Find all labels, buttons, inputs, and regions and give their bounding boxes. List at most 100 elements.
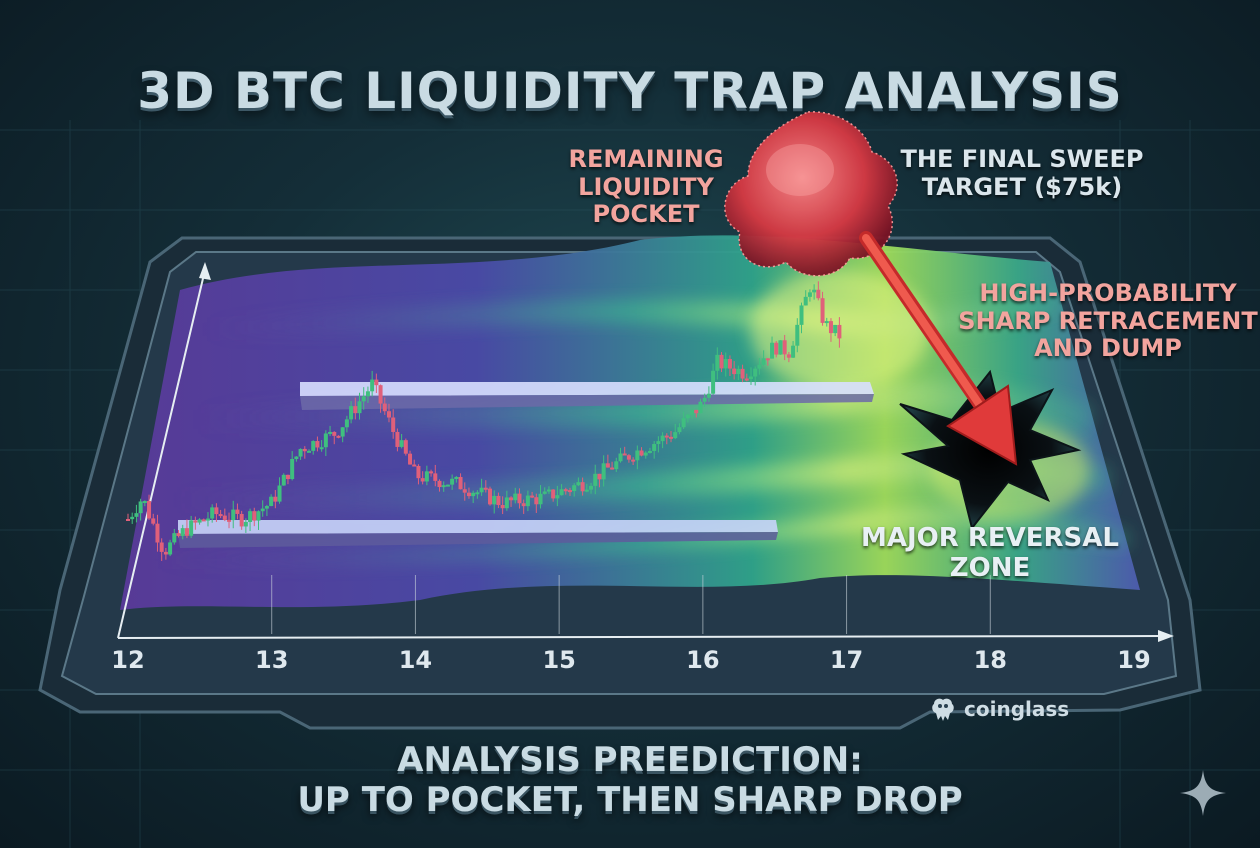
candle-up	[323, 433, 328, 448]
candle-up	[340, 427, 345, 437]
annotation-pocket: REMAINING LIQUIDITY POCKET	[568, 145, 724, 229]
candle-up	[770, 342, 775, 359]
candle-down	[420, 478, 425, 482]
candle-down	[437, 480, 442, 488]
candle-up	[824, 321, 829, 324]
x-axis	[117, 635, 1163, 639]
candle-down	[378, 385, 383, 404]
candle-down	[622, 453, 627, 456]
candle-down	[315, 441, 320, 448]
candle-down	[458, 477, 463, 490]
x-tick-label: 12	[111, 646, 144, 674]
candle-up	[210, 507, 215, 519]
candle-up	[706, 393, 711, 398]
candle-down	[740, 368, 745, 379]
candle-up	[294, 456, 299, 460]
annotation-target: THE FINAL SWEEP TARGET ($75k)	[900, 145, 1144, 201]
candle-down	[517, 493, 522, 504]
candle-down	[605, 463, 610, 468]
candle-down	[176, 533, 181, 537]
candle-down	[786, 354, 791, 358]
candle-up	[677, 427, 682, 433]
candle-down	[496, 495, 501, 506]
candle-up	[614, 461, 619, 470]
candle-up	[142, 501, 147, 504]
candle-down	[488, 488, 493, 505]
candle-down	[530, 495, 535, 498]
candle-up	[260, 508, 265, 512]
candle-down	[395, 431, 400, 447]
candle-up	[349, 406, 354, 420]
candle-up	[555, 495, 560, 499]
candle-down	[184, 528, 189, 536]
candle-down	[214, 507, 219, 515]
candle-down	[126, 519, 130, 521]
candle-up	[702, 397, 707, 402]
candle-down	[610, 467, 615, 470]
x-tick-label: 19	[1117, 646, 1150, 674]
candle-down	[201, 519, 206, 522]
candle-down	[155, 523, 160, 543]
candle-down	[820, 298, 825, 323]
candle-down	[534, 497, 539, 505]
candle-up	[795, 324, 800, 346]
y-axis-arrow-icon	[199, 262, 211, 280]
candle-down	[816, 289, 821, 299]
x-tick-label: 15	[542, 646, 575, 674]
sparkle-icon	[1180, 770, 1226, 816]
candle-down	[744, 378, 749, 381]
candle-up	[138, 501, 143, 514]
analysis-prediction: ANALYSIS PREEDICTION: UP TO POCKET, THEN…	[0, 740, 1260, 820]
candle-up	[361, 396, 366, 402]
candle-down	[374, 379, 379, 386]
candle-up	[698, 401, 703, 414]
candle-up	[525, 495, 530, 507]
candle-down	[433, 473, 438, 481]
candle-down	[147, 501, 152, 519]
candle-up	[365, 391, 370, 397]
candle-down	[732, 368, 737, 375]
candle-up	[441, 485, 446, 488]
candle-down	[631, 459, 636, 462]
candle-down	[462, 489, 467, 493]
candle-up	[475, 492, 480, 495]
candle-down	[235, 509, 240, 514]
candle-up	[660, 435, 665, 442]
candle-down	[416, 465, 421, 479]
candle-down	[669, 436, 674, 439]
coinglass-logo-icon	[932, 698, 954, 721]
candle-up	[370, 379, 375, 392]
candle-down	[412, 464, 417, 467]
candle-down	[694, 409, 699, 414]
candle-down	[837, 324, 842, 339]
candle-down	[765, 358, 770, 361]
candle-down	[218, 514, 223, 517]
candle-up	[513, 493, 518, 501]
candle-down	[252, 511, 257, 521]
candle-down	[727, 359, 732, 369]
candle-up	[576, 482, 581, 486]
watermark-text: coinglass	[964, 697, 1070, 721]
candle-down	[336, 435, 341, 438]
candle-up	[243, 521, 248, 527]
annotation-retracement: HIGH-PROBABILITY SHARP RETRACEMENT AND D…	[958, 279, 1258, 363]
candle-up	[715, 354, 720, 371]
candle-down	[639, 450, 644, 456]
resistance-bar	[300, 382, 874, 410]
candle-down	[429, 471, 434, 474]
candle-up	[307, 450, 312, 453]
candle-up	[479, 487, 484, 493]
candle-down	[664, 435, 669, 438]
support-bar	[178, 520, 778, 548]
candle-up	[264, 506, 269, 509]
candle-down	[597, 473, 602, 480]
candle-down	[391, 417, 396, 432]
candle-down	[159, 542, 164, 552]
candle-up	[711, 370, 716, 394]
candle-up	[130, 516, 135, 520]
candle-down	[151, 518, 156, 524]
candle-up	[812, 289, 817, 293]
candle-up	[542, 491, 547, 494]
candle-up	[248, 511, 253, 522]
